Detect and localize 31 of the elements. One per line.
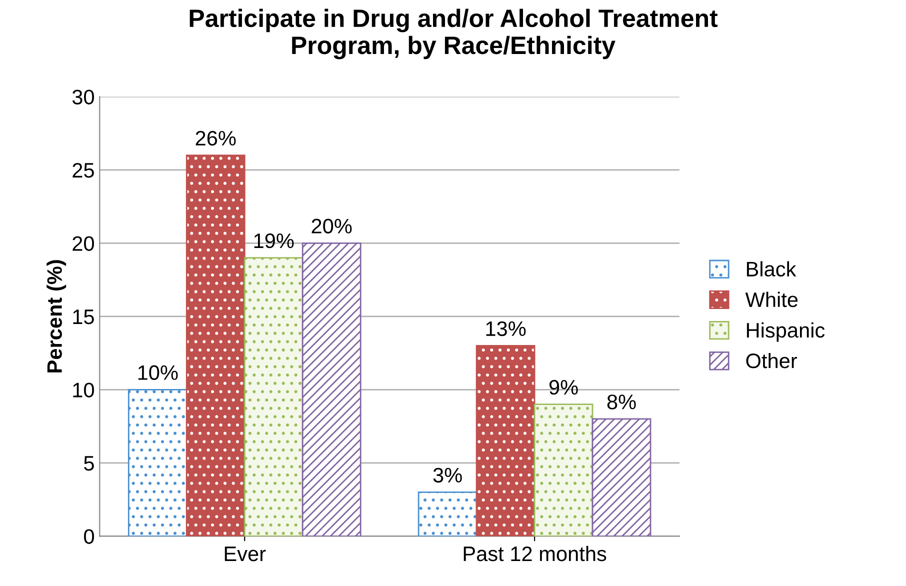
bar bbox=[128, 388, 188, 536]
y-tick-label: 10 bbox=[73, 382, 94, 398]
y-axis-title: Percent (%) bbox=[46, 260, 66, 372]
data-label: 10% bbox=[138, 365, 178, 380]
bar bbox=[302, 242, 362, 536]
data-label: 13% bbox=[486, 321, 526, 336]
bar bbox=[592, 418, 652, 536]
legend-label: Hispanic bbox=[746, 322, 825, 342]
legend-label: White bbox=[745, 292, 798, 308]
y-tick-label: 25 bbox=[72, 162, 94, 178]
data-label: 8% bbox=[607, 394, 636, 410]
bar bbox=[534, 404, 594, 536]
y-tick-label: 5 bbox=[84, 456, 94, 471]
data-label: 9% bbox=[549, 380, 578, 395]
y-tick-label: 15 bbox=[73, 310, 94, 324]
bar bbox=[186, 154, 246, 536]
data-label: 3% bbox=[433, 468, 462, 483]
y-tick-label: 30 bbox=[72, 90, 94, 104]
data-label: 20% bbox=[312, 218, 352, 234]
y-tick-label: 20 bbox=[72, 236, 94, 251]
bar bbox=[418, 492, 478, 536]
bar bbox=[476, 345, 536, 536]
legend-label: Black bbox=[746, 261, 796, 277]
y-tick-label: 0 bbox=[84, 529, 94, 544]
x-tick-label: Ever bbox=[224, 546, 266, 562]
chart-title: Participate in Drug and/or Alcohol Treatment Program, by Race/Ethnicity bbox=[190, 8, 718, 60]
data-label: 19% bbox=[254, 233, 294, 248]
x-tick-label: Past 12 months bbox=[464, 546, 606, 562]
legend-label: Other bbox=[746, 352, 798, 368]
bar bbox=[244, 257, 304, 536]
data-label: 26% bbox=[196, 130, 236, 146]
